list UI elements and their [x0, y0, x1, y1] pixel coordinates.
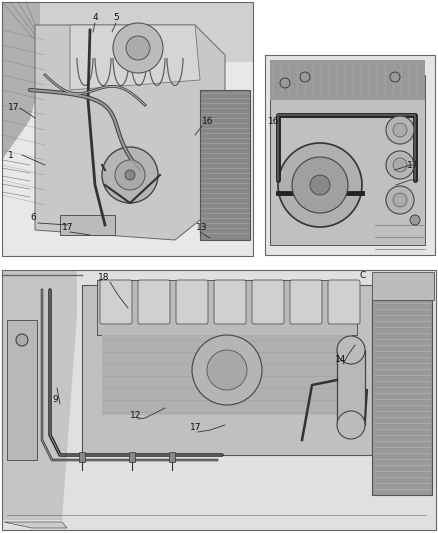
Circle shape — [126, 36, 150, 60]
Bar — [270, 75, 425, 245]
Bar — [169, 452, 175, 462]
Circle shape — [310, 175, 330, 195]
Circle shape — [410, 215, 420, 225]
Bar — [102, 335, 352, 415]
Circle shape — [393, 158, 407, 172]
Circle shape — [292, 157, 348, 213]
Circle shape — [16, 334, 28, 346]
Text: 18: 18 — [98, 273, 110, 282]
Bar — [2, 2, 254, 256]
Text: 14: 14 — [335, 356, 346, 365]
Bar — [2, 270, 436, 530]
Bar — [372, 272, 434, 300]
Circle shape — [386, 186, 414, 214]
Circle shape — [337, 336, 365, 364]
Circle shape — [393, 123, 407, 137]
Circle shape — [393, 193, 407, 207]
FancyBboxPatch shape — [176, 280, 208, 324]
Text: 4: 4 — [92, 13, 98, 22]
Text: 6: 6 — [30, 214, 36, 222]
FancyBboxPatch shape — [290, 280, 322, 324]
Circle shape — [113, 23, 163, 73]
Circle shape — [386, 116, 414, 144]
Circle shape — [386, 151, 414, 179]
Polygon shape — [4, 522, 67, 528]
Bar — [79, 452, 85, 462]
Polygon shape — [2, 2, 40, 160]
FancyBboxPatch shape — [252, 280, 284, 324]
Text: 16: 16 — [202, 117, 213, 126]
Circle shape — [125, 170, 135, 180]
FancyBboxPatch shape — [214, 280, 246, 324]
Bar — [2, 2, 254, 62]
FancyBboxPatch shape — [100, 280, 132, 324]
FancyBboxPatch shape — [328, 280, 360, 324]
Circle shape — [207, 350, 247, 390]
Text: 17: 17 — [8, 103, 20, 112]
Text: 9: 9 — [52, 395, 58, 405]
Bar — [82, 285, 372, 455]
Circle shape — [337, 411, 365, 439]
Bar — [129, 452, 135, 462]
Circle shape — [280, 78, 290, 88]
Text: 13: 13 — [196, 223, 208, 232]
Polygon shape — [35, 25, 225, 240]
Bar — [60, 215, 115, 235]
Text: 1: 1 — [8, 150, 14, 159]
Bar — [265, 55, 435, 255]
Text: 17: 17 — [62, 223, 74, 232]
Circle shape — [102, 147, 158, 203]
Bar — [270, 60, 425, 100]
Circle shape — [115, 160, 145, 190]
Circle shape — [278, 143, 362, 227]
Text: 17: 17 — [406, 160, 418, 169]
Bar — [372, 300, 432, 495]
Polygon shape — [2, 270, 77, 520]
Text: 12: 12 — [130, 410, 141, 419]
Text: C: C — [360, 271, 366, 280]
Text: 17: 17 — [190, 424, 201, 432]
Bar — [7, 320, 37, 460]
Text: 5: 5 — [113, 13, 119, 22]
Circle shape — [390, 72, 400, 82]
Circle shape — [300, 72, 310, 82]
Circle shape — [192, 335, 262, 405]
Polygon shape — [70, 25, 200, 90]
Bar — [337, 350, 365, 425]
Text: 16: 16 — [268, 117, 279, 126]
Bar — [200, 90, 250, 240]
Bar — [97, 280, 357, 335]
FancyBboxPatch shape — [138, 280, 170, 324]
